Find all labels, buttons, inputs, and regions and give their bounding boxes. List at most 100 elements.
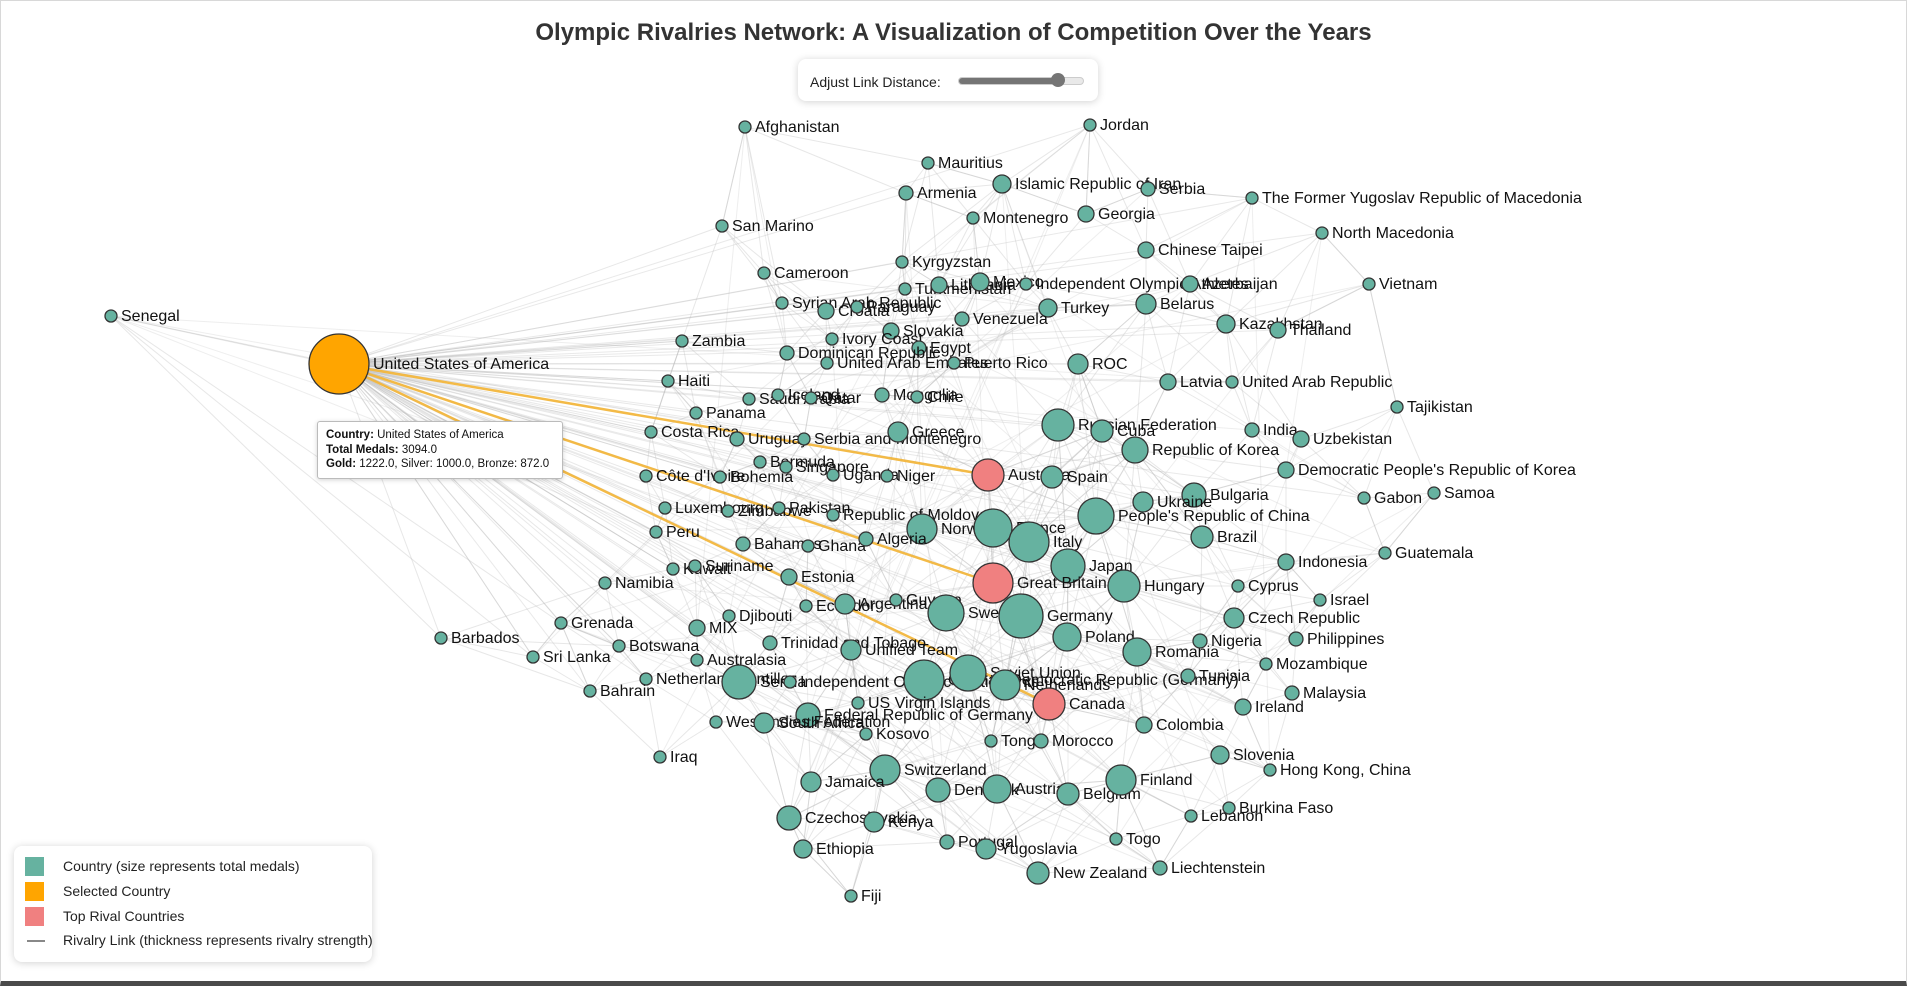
- country-node[interactable]: Belarus: [1135, 293, 1214, 315]
- country-node-circle[interactable]: [1216, 314, 1236, 334]
- country-node-circle[interactable]: [906, 513, 938, 545]
- country-node[interactable]: Botswana: [612, 638, 699, 655]
- country-node[interactable]: Australasia: [690, 652, 786, 669]
- country-node-circle[interactable]: [858, 531, 874, 547]
- country-node-circle[interactable]: [911, 340, 927, 356]
- country-node[interactable]: North Macedonia: [1315, 225, 1454, 242]
- country-node[interactable]: Grenada: [554, 615, 633, 632]
- country-node-circle[interactable]: [869, 754, 901, 786]
- country-node[interactable]: Ukraine: [1132, 491, 1212, 513]
- country-node-circle[interactable]: [771, 388, 785, 402]
- country-node[interactable]: Bulgaria: [1181, 482, 1269, 508]
- country-node[interactable]: Morocco: [1033, 733, 1113, 750]
- country-node[interactable]: Israel: [1313, 592, 1369, 609]
- country-node[interactable]: Vietnam: [1362, 276, 1437, 293]
- country-node-circle[interactable]: [927, 594, 965, 632]
- country-node[interactable]: Nigeria: [1192, 633, 1262, 650]
- country-node[interactable]: Latvia: [1159, 373, 1223, 391]
- country-node-circle[interactable]: [984, 734, 998, 748]
- country-node-circle[interactable]: [1067, 353, 1089, 375]
- country-node-circle[interactable]: [1159, 373, 1177, 391]
- country-node-circle[interactable]: [1090, 419, 1114, 443]
- country-node-circle[interactable]: [757, 266, 771, 280]
- country-node-circle[interactable]: [972, 562, 1014, 604]
- country-node[interactable]: Costa Rica: [644, 424, 739, 441]
- country-node-circle[interactable]: [762, 635, 778, 651]
- country-node[interactable]: Ireland: [1234, 698, 1304, 716]
- country-node-circle[interactable]: [554, 616, 568, 630]
- country-node-circle[interactable]: [975, 838, 997, 860]
- country-node[interactable]: Mexico: [970, 272, 1044, 292]
- country-node-circle[interactable]: [910, 390, 924, 404]
- country-node-circle[interactable]: [1056, 782, 1080, 806]
- country-node[interactable]: Namibia: [598, 575, 674, 592]
- country-node-circle[interactable]: [658, 501, 672, 515]
- country-node-circle[interactable]: [1181, 482, 1207, 508]
- country-node[interactable]: Canada: [1032, 687, 1125, 721]
- country-node[interactable]: Montenegro: [966, 210, 1068, 227]
- country-node-circle[interactable]: [1244, 422, 1260, 438]
- country-node-circle[interactable]: [1083, 118, 1097, 132]
- country-node-circle[interactable]: [799, 599, 813, 613]
- country-node-circle[interactable]: [887, 421, 909, 443]
- country-node-circle[interactable]: [882, 322, 900, 340]
- country-node[interactable]: Cuba: [1090, 419, 1155, 443]
- country-node-circle[interactable]: [753, 455, 767, 469]
- country-node-circle[interactable]: [825, 332, 839, 346]
- country-node-circle[interactable]: [1292, 430, 1310, 448]
- country-node[interactable]: Dominican Republic: [779, 345, 940, 362]
- country-node[interactable]: Kenya: [863, 811, 933, 833]
- country-node-circle[interactable]: [1122, 637, 1152, 667]
- country-node[interactable]: Chile: [910, 389, 964, 406]
- country-node-circle[interactable]: [797, 432, 811, 446]
- country-node[interactable]: Uzbekistan: [1292, 430, 1392, 448]
- country-node-circle[interactable]: [1008, 521, 1050, 563]
- country-node-circle[interactable]: [1277, 553, 1295, 571]
- country-node[interactable]: Germany: [998, 593, 1113, 639]
- country-node-circle[interactable]: [874, 387, 890, 403]
- country-node-circle[interactable]: [1077, 205, 1095, 223]
- country-node[interactable]: New Zealand: [1026, 861, 1147, 885]
- country-node-circle[interactable]: [1052, 622, 1082, 652]
- country-node-circle[interactable]: [863, 811, 885, 833]
- country-node[interactable]: Czech Republic: [1223, 607, 1360, 629]
- country-node[interactable]: Tonga: [984, 733, 1045, 750]
- country-node-circle[interactable]: [713, 470, 727, 484]
- country-node[interactable]: Jordan: [1083, 117, 1149, 134]
- country-node-circle[interactable]: [973, 508, 1013, 548]
- country-node[interactable]: Mauritius: [921, 155, 1003, 172]
- country-node-circle[interactable]: [851, 696, 865, 710]
- country-node[interactable]: ROC: [1067, 353, 1128, 375]
- country-node[interactable]: German Democratic Republic (Germany): [903, 659, 1239, 701]
- country-node-circle[interactable]: [998, 593, 1044, 639]
- country-node-circle[interactable]: [1033, 733, 1049, 749]
- country-node[interactable]: Afghanistan: [738, 119, 840, 136]
- country-node-circle[interactable]: [947, 356, 961, 370]
- country-node[interactable]: Qatar: [804, 390, 862, 407]
- slider-thumb[interactable]: [1051, 73, 1066, 87]
- country-node[interactable]: Japan: [1050, 548, 1133, 584]
- country-node-circle[interactable]: [850, 300, 864, 314]
- country-node-circle[interactable]: [776, 805, 802, 831]
- country-node-circle[interactable]: [840, 639, 862, 661]
- country-node-circle[interactable]: [1135, 716, 1153, 734]
- country-node[interactable]: Lebanon: [1184, 808, 1263, 825]
- country-node[interactable]: Poland: [1052, 622, 1135, 652]
- country-node-circle[interactable]: [1181, 275, 1199, 293]
- country-node[interactable]: Ivory Coast: [825, 331, 923, 348]
- country-node[interactable]: Bahrain: [583, 683, 655, 700]
- country-node-circle[interactable]: [104, 309, 118, 323]
- country-node[interactable]: Cameroon: [757, 265, 849, 282]
- country-node[interactable]: Spain: [1040, 465, 1108, 489]
- country-node[interactable]: Burkina Faso: [1222, 800, 1333, 817]
- country-node-circle[interactable]: [1277, 461, 1295, 479]
- country-node-circle[interactable]: [1152, 860, 1168, 876]
- country-node-circle[interactable]: [989, 669, 1021, 701]
- country-node[interactable]: Puerto Rico: [947, 355, 1048, 372]
- country-node[interactable]: Philippines: [1288, 631, 1384, 648]
- country-node-circle[interactable]: [1210, 745, 1230, 765]
- country-node-circle[interactable]: [688, 619, 706, 637]
- country-node[interactable]: Malaysia: [1284, 685, 1366, 702]
- country-node-circle[interactable]: [939, 834, 955, 850]
- country-node[interactable]: Yugoslavia: [975, 838, 1077, 860]
